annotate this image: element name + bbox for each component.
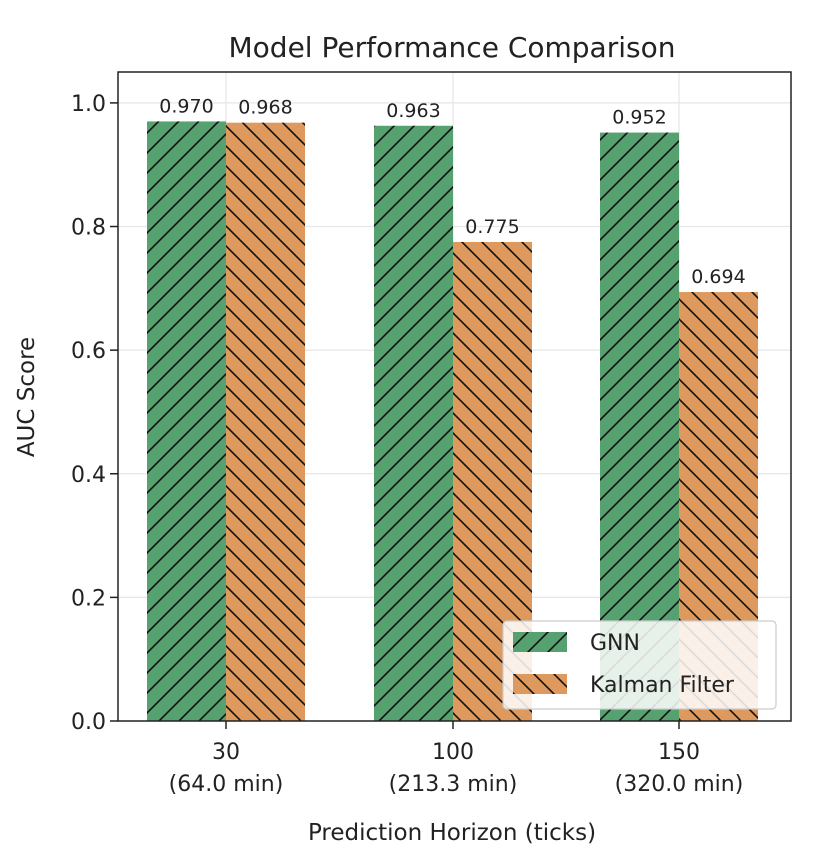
y-tick-label: 0.2 — [71, 586, 106, 611]
y-axis-title: AUC Score — [14, 337, 40, 457]
legend-swatch-kalman-hatch — [513, 674, 567, 694]
bar-hatch-gnn-0 — [147, 121, 226, 721]
x-tick-label: (213.3 min) — [389, 772, 518, 797]
plot-frame — [117, 71, 792, 722]
legend-swatch-gnn-hatch — [513, 632, 567, 652]
y-tick-label: 0.0 — [71, 710, 106, 735]
x-axis: 30 (64.0 min) 100 (213.3 min) 150 (320.0 min) — [169, 721, 744, 797]
data-labels: 0.970 0.963 0.952 0.968 0.775 0.694 — [159, 95, 745, 288]
y-tick-label: 0.8 — [71, 216, 106, 241]
chart-title: Model Performance Comparison — [229, 31, 676, 64]
bar-hatch-gnn-1 — [374, 125, 453, 721]
y-tick-label: 0.4 — [71, 463, 106, 488]
legend-label-gnn: GNN — [590, 631, 640, 656]
x-tick-label: (64.0 min) — [169, 772, 284, 797]
x-axis-title: Prediction Horizon (ticks) — [308, 820, 596, 846]
legend-box — [502, 620, 777, 710]
y-tick-label: 0.6 — [71, 339, 106, 364]
x-tick-label: 30 — [212, 740, 240, 765]
data-label: 0.968 — [238, 97, 292, 119]
x-tick-label: (320.0 min) — [615, 772, 744, 797]
data-label: 0.694 — [691, 266, 745, 288]
y-axis: 0.0 0.2 0.4 0.6 0.8 1.0 — [71, 92, 118, 735]
y-tick-label: 1.0 — [71, 92, 106, 117]
data-label: 0.775 — [465, 216, 519, 238]
data-label: 0.963 — [386, 100, 440, 122]
x-tick-label: 100 — [432, 740, 474, 765]
data-label: 0.970 — [159, 95, 213, 117]
legend-label-kalman: Kalman Filter — [590, 673, 735, 698]
legend: GNN Kalman Filter — [502, 620, 777, 710]
data-label: 0.952 — [612, 107, 666, 129]
bar-hatch-kalman-0 — [226, 122, 305, 721]
x-tick-label: 150 — [658, 740, 700, 765]
